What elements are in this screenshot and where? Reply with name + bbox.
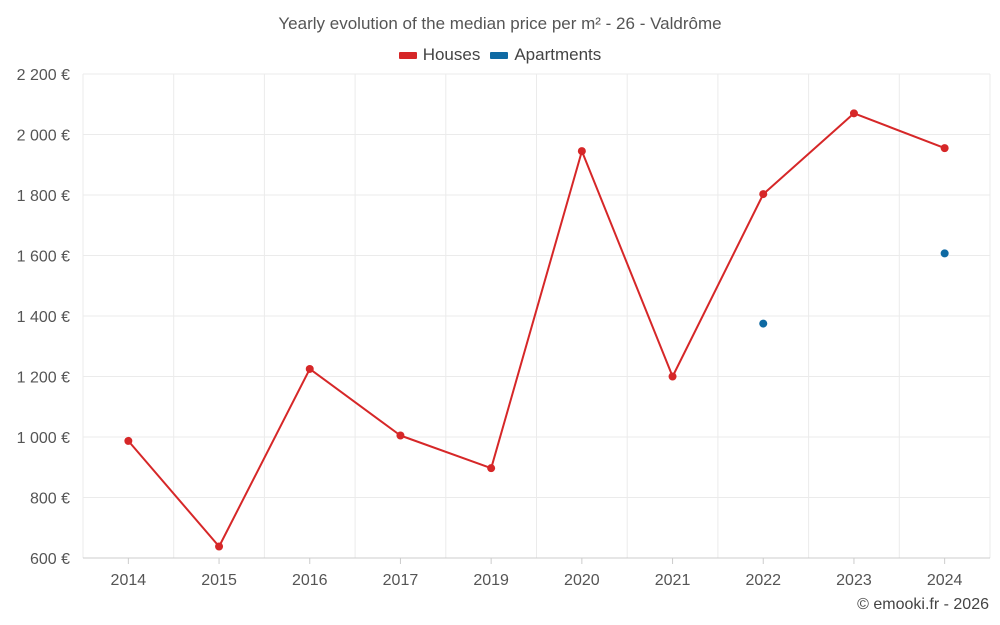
copyright-footer: © emooki.fr - 2026 — [857, 596, 989, 613]
y-tick-label: 1 200 € — [17, 370, 70, 387]
data-point-houses — [487, 464, 496, 473]
data-point-apartments — [759, 319, 768, 328]
y-tick-label: 2 200 € — [17, 67, 70, 84]
series-line-houses — [127, 112, 945, 548]
data-point-houses — [940, 144, 949, 153]
data-point-houses — [759, 190, 768, 199]
data-point-houses — [305, 364, 314, 373]
data-point-houses — [215, 542, 224, 551]
x-tick-label: 2019 — [473, 572, 509, 589]
y-tick-label: 1 400 € — [17, 309, 70, 326]
legend-item-houses[interactable]: Houses — [398, 45, 481, 65]
x-tick-label: 2014 — [111, 572, 147, 589]
legend-label-apartments: Apartments — [514, 45, 602, 64]
x-tick-label: 2020 — [564, 572, 600, 589]
x-tick-label: 2024 — [927, 572, 963, 589]
y-tick-label: 1 000 € — [17, 430, 70, 447]
x-tick-label: 2015 — [201, 572, 237, 589]
x-tick-label: 2017 — [383, 572, 419, 589]
y-tick-label: 2 000 € — [17, 128, 70, 145]
y-tick-label: 1 800 € — [17, 188, 70, 205]
y-tick-label: 600 € — [30, 551, 70, 568]
legend-item-apartments[interactable]: Apartments — [490, 45, 601, 65]
data-point-houses — [124, 436, 133, 445]
legend: Houses Apartments — [0, 45, 1000, 65]
legend-label-houses: Houses — [422, 45, 481, 64]
legend-swatch-apartments — [490, 51, 509, 59]
data-point-houses — [668, 372, 677, 381]
data-point-houses — [849, 109, 858, 118]
data-point-houses — [577, 147, 586, 156]
legend-swatch-houses — [398, 51, 417, 59]
x-tick-label: 2022 — [745, 572, 781, 589]
data-point-houses — [396, 431, 405, 440]
data-point-apartments — [940, 249, 949, 258]
x-tick-label: 2021 — [655, 572, 691, 589]
y-tick-label: 800 € — [30, 491, 70, 508]
x-tick-label: 2016 — [292, 572, 328, 589]
y-tick-label: 1 600 € — [17, 249, 70, 266]
chart-title: Yearly evolution of the median price per… — [278, 14, 722, 33]
x-tick-label: 2023 — [836, 572, 872, 589]
